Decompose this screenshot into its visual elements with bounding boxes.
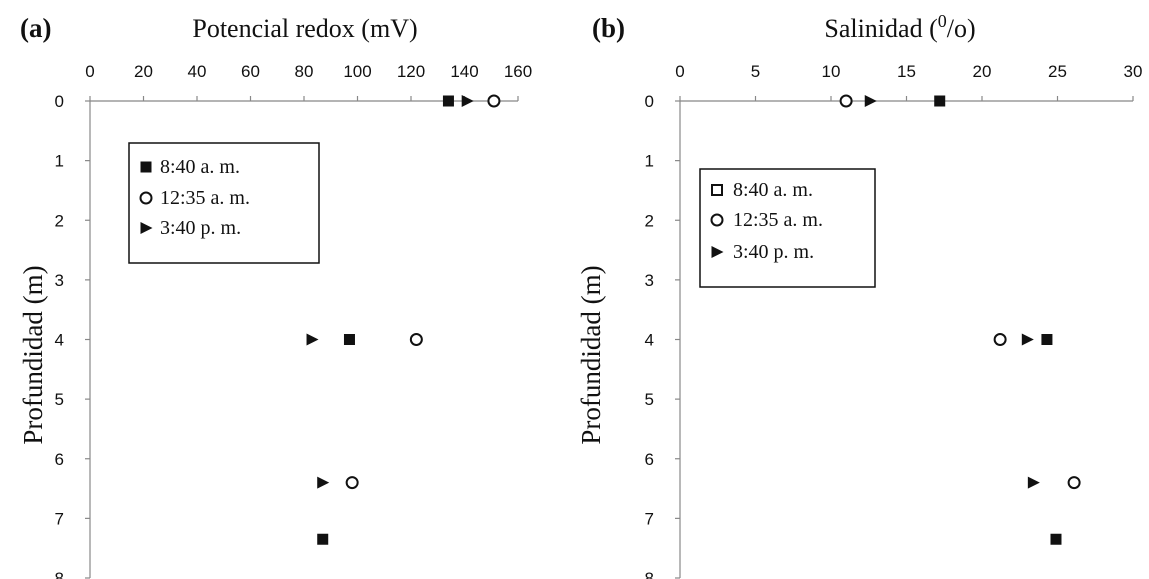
data-point — [307, 334, 319, 346]
y-tick-label: 5 — [55, 390, 64, 409]
data-point — [934, 96, 945, 107]
x-tick-label: 160 — [504, 62, 532, 81]
x-tick-label: 120 — [397, 62, 425, 81]
legend-label: 8:40 a. m. — [160, 156, 240, 178]
y-axis-label-a: Profundidad (m) — [18, 265, 48, 444]
legend-label: 12:35 a. m. — [160, 187, 250, 209]
data-point — [317, 477, 329, 489]
legend-label: 12:35 a. m. — [733, 209, 823, 231]
data-point — [344, 334, 355, 345]
legend-marker — [712, 215, 723, 226]
x-tick-label: 15 — [897, 62, 916, 81]
permil-symbol: 0 — [938, 11, 947, 31]
data-point — [488, 96, 499, 107]
x-tick-label: 100 — [343, 62, 371, 81]
panel-label-a: (a) — [20, 13, 51, 43]
x-tick-label: 0 — [675, 62, 684, 81]
chart-title-a: Potencial redox (mV) — [192, 14, 417, 43]
y-tick-label: 7 — [55, 509, 64, 528]
y-tick-label: 4 — [55, 331, 64, 350]
y-tick-label: 2 — [55, 211, 64, 230]
y-tick-label: 8 — [645, 569, 654, 579]
y-tick-label: 1 — [645, 152, 654, 171]
y-tick-label: 6 — [55, 450, 64, 469]
y-tick-label: 0 — [645, 92, 654, 111]
legend-marker — [141, 162, 152, 173]
x-tick-label: 10 — [822, 62, 841, 81]
chart-title-b: Salinidad (0/o) — [824, 11, 975, 43]
y-tick-label: 3 — [645, 271, 654, 290]
plot-panel-a: 0 20 40 60 80 100 120 140 160 0 1 2 3 4 5 6 7 8 8:40 a. m.… — [55, 62, 533, 579]
data-point — [411, 334, 422, 345]
x-tick-label: 20 — [973, 62, 992, 81]
data-point — [347, 477, 358, 488]
x-tick-label: 80 — [295, 62, 314, 81]
x-tick-label: 0 — [85, 62, 94, 81]
data-point — [995, 334, 1006, 345]
legend-label: 8:40 a. m. — [733, 179, 813, 201]
y-tick-label: 3 — [55, 271, 64, 290]
data-point — [1041, 334, 1052, 345]
y-tick-label: 1 — [55, 152, 64, 171]
data-point — [443, 96, 454, 107]
y-tick-label: 6 — [645, 450, 654, 469]
x-tick-label: 140 — [450, 62, 478, 81]
data-point — [462, 95, 474, 107]
data-point — [865, 95, 877, 107]
x-tick-label: 30 — [1124, 62, 1143, 81]
legend-label: 3:40 p. m. — [160, 217, 241, 239]
data-point — [1028, 477, 1040, 489]
y-tick-label: 2 — [645, 211, 654, 230]
x-tick-label: 20 — [134, 62, 153, 81]
panel-label-b: (b) — [592, 13, 625, 43]
x-tick-label: 60 — [241, 62, 260, 81]
x-tick-label: 40 — [188, 62, 207, 81]
data-point — [317, 534, 328, 545]
x-tick-label: 5 — [751, 62, 760, 81]
plot-panel-b: 0 5 10 15 20 25 30 0 1 2 3 4 5 6 7 8 8:40 a. m. 12:35 a. … — [645, 62, 1143, 579]
x-tick-label: 25 — [1048, 62, 1067, 81]
y-tick-label: 0 — [55, 92, 64, 111]
legend-label: 3:40 p. m. — [733, 241, 814, 263]
data-point — [1022, 334, 1034, 346]
data-point — [1050, 534, 1061, 545]
y-tick-label: 8 — [55, 569, 64, 579]
y-tick-label: 5 — [645, 390, 654, 409]
y-axis-label-b: Profundidad (m) — [576, 265, 606, 444]
data-point — [1069, 477, 1080, 488]
y-tick-label: 4 — [645, 331, 654, 350]
data-point — [841, 96, 852, 107]
legend-marker — [141, 193, 152, 204]
legend-marker — [712, 185, 722, 195]
y-tick-label: 7 — [645, 509, 654, 528]
